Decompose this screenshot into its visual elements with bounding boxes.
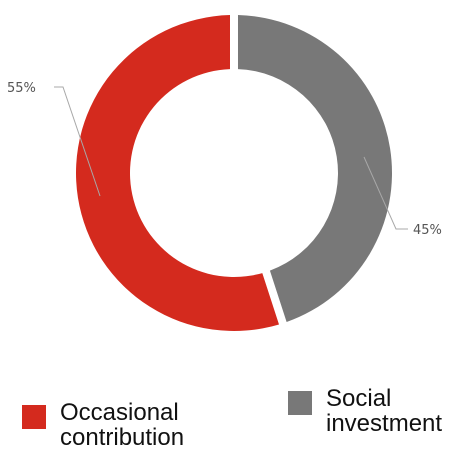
legend-label-occasional-contribution: Occasional contribution: [60, 399, 185, 451]
leader-line-occasional-contribution: [54, 86, 101, 197]
legend-item-social-investment: Social investment: [288, 386, 463, 436]
legend-swatch-occasional-contribution: [22, 405, 46, 429]
data-label-social-investment: 45%: [413, 223, 442, 238]
legend-item-occasional-contribution: Occasional contribution: [22, 400, 210, 450]
data-label-occasional-contribution: 55%: [7, 81, 36, 96]
donut-chart: 55% 45%: [7, 15, 442, 332]
leader-lines: [54, 86, 408, 230]
donut-slices: [76, 15, 393, 332]
legend-swatch-social-investment: [288, 391, 312, 415]
slice-social-investment: [237, 15, 393, 322]
legend-label-social-investment: Social investment: [326, 385, 443, 437]
slice-occasional-contribution: [76, 15, 280, 332]
chart-legend: Occasional contribution Social investmen…: [0, 380, 463, 450]
leader-line-social-investment: [363, 156, 408, 230]
